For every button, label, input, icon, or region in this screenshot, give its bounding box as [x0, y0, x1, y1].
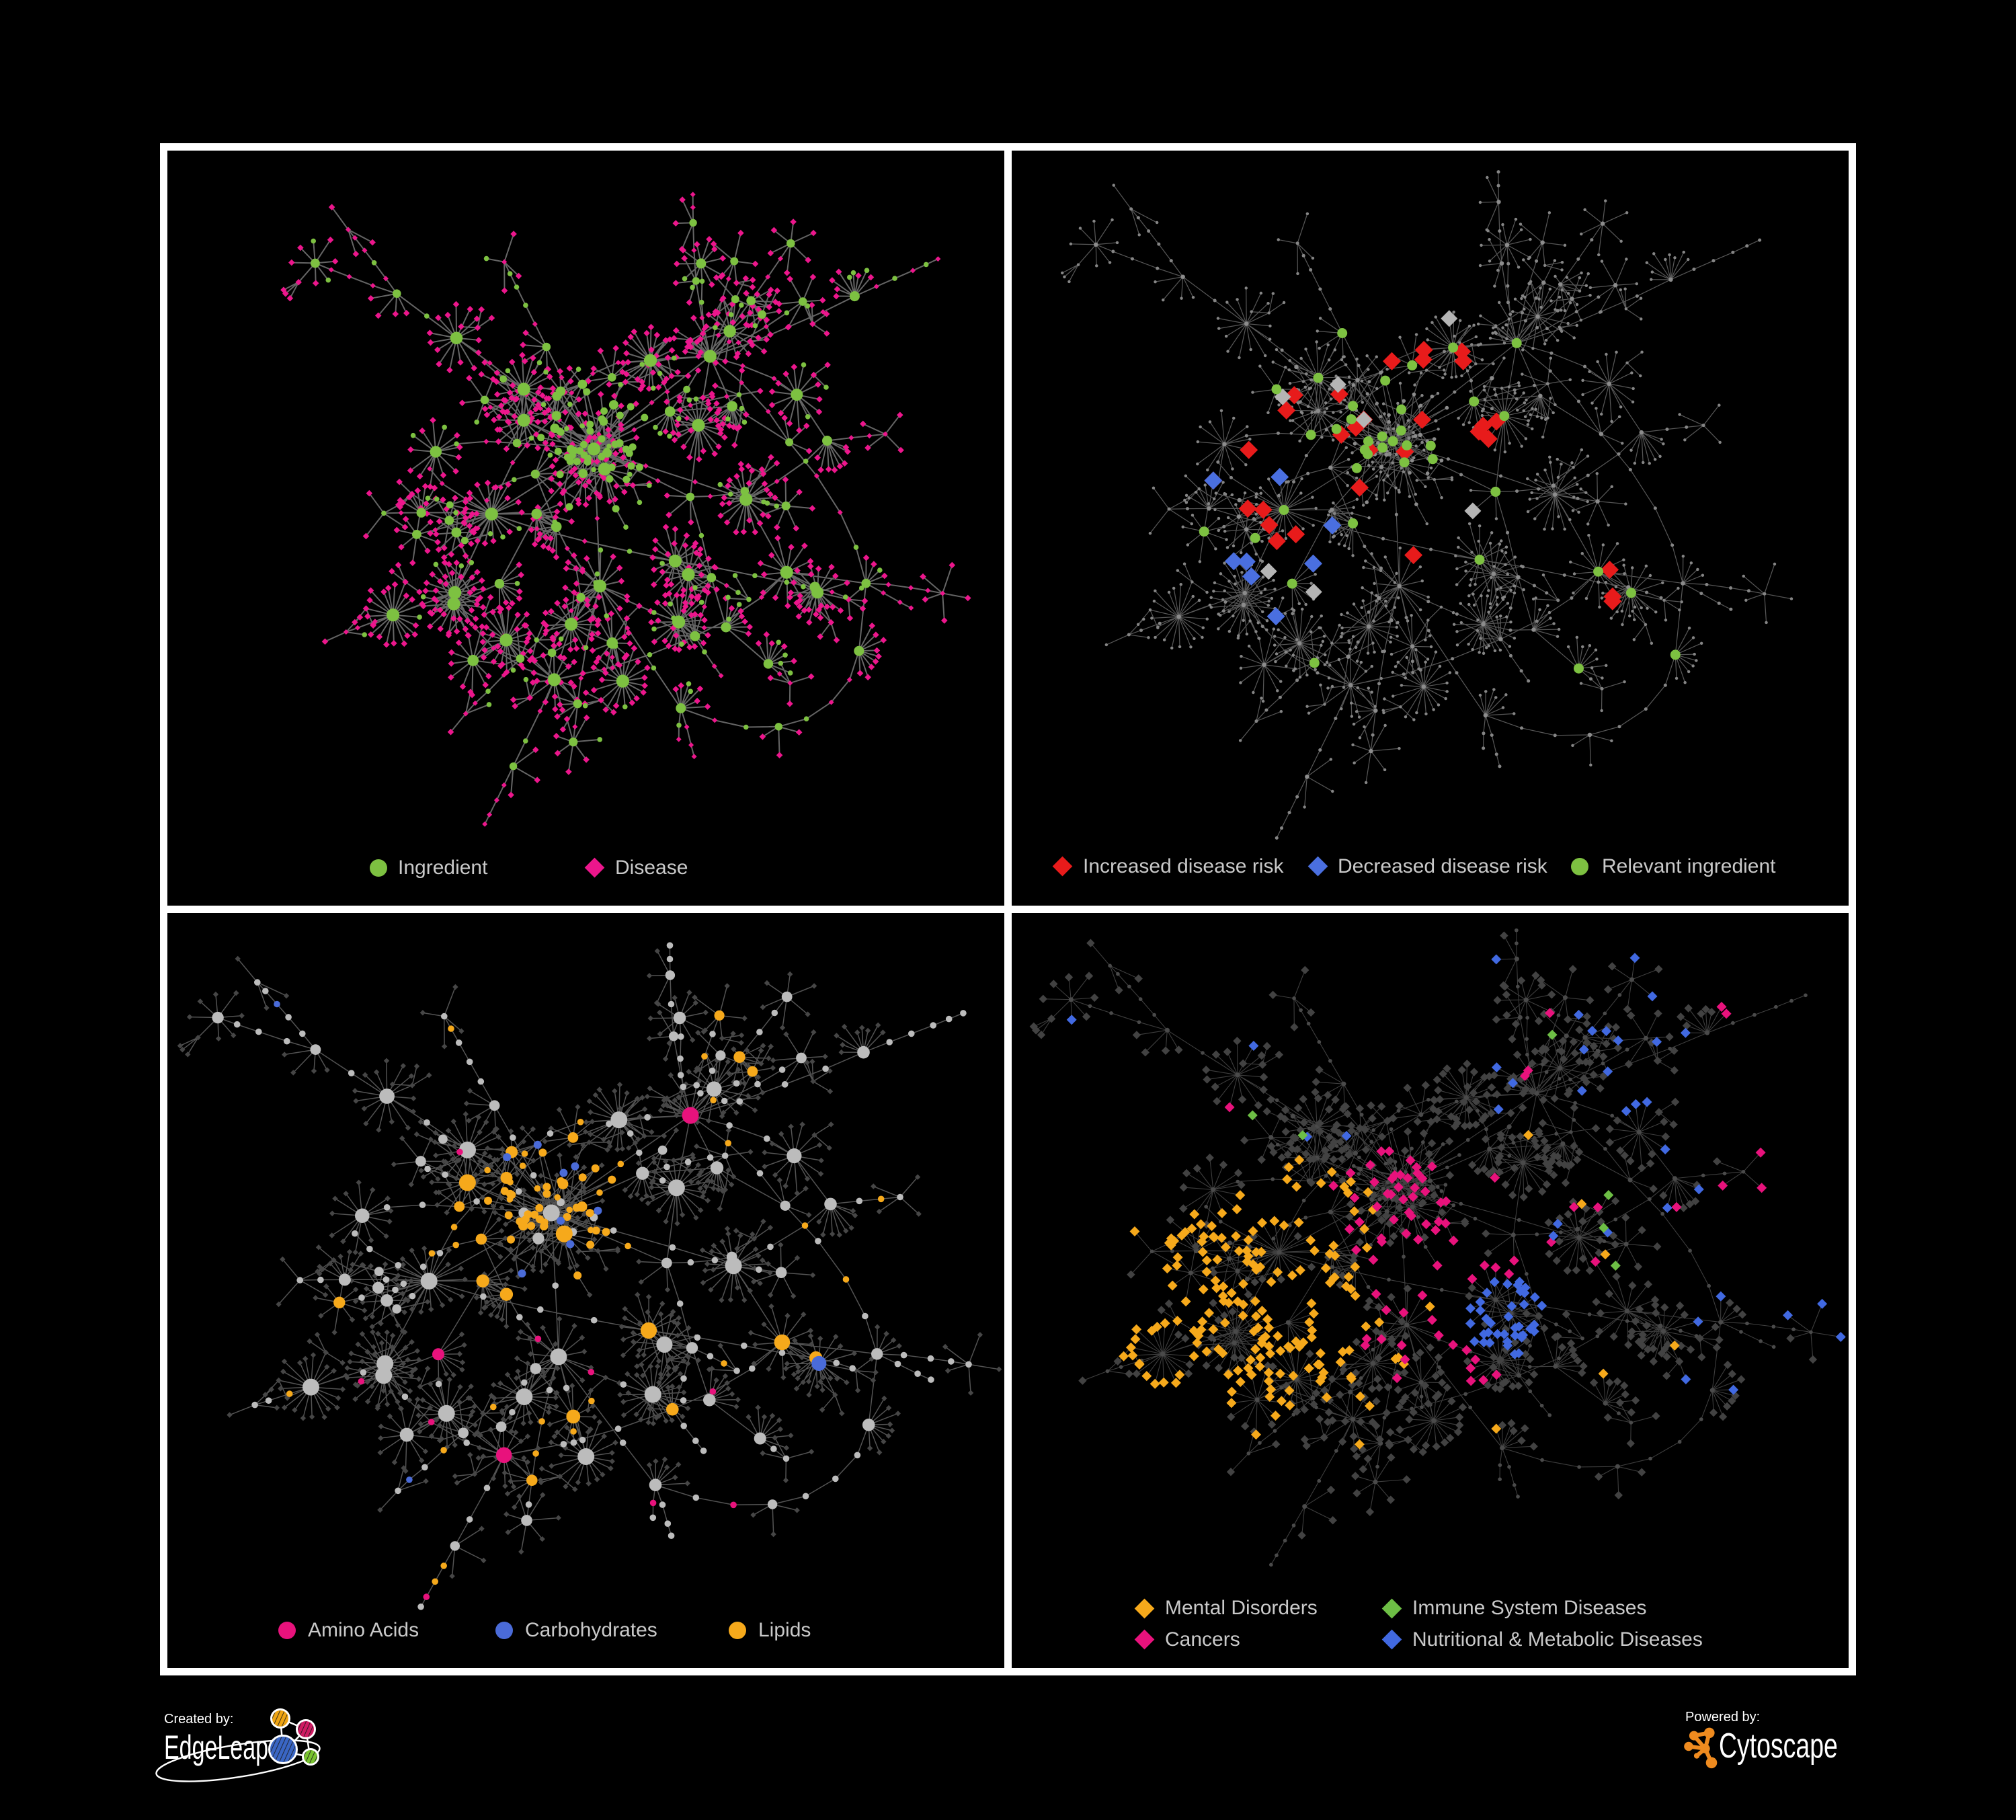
svg-text:EdgeLeap: EdgeLeap: [164, 1729, 268, 1767]
svg-text:Cytoscape: Cytoscape: [1719, 1726, 1838, 1766]
